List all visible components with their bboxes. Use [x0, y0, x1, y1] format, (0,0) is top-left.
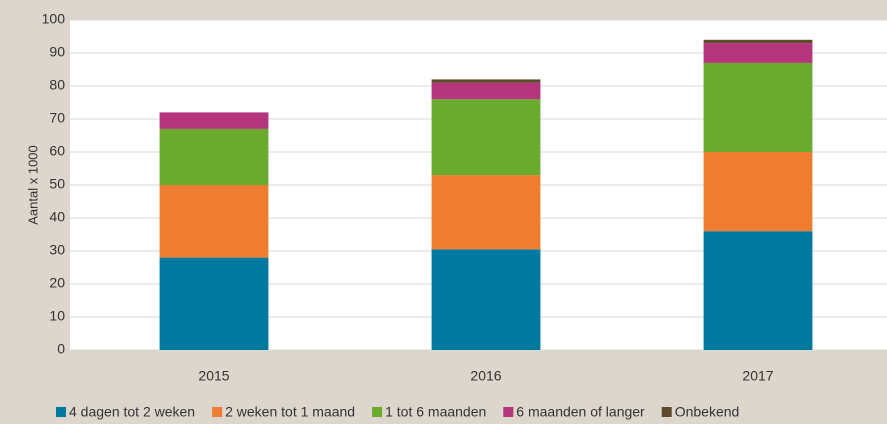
bar-segment [703, 231, 813, 350]
legend-swatch [372, 407, 383, 417]
x-tick-label: 2015 [198, 368, 229, 384]
y-tick-label: 10 [49, 308, 65, 324]
legend-label: 1 tot 6 maanden [385, 404, 486, 420]
y-tick-label: 50 [49, 176, 65, 192]
bar-segment [159, 185, 269, 258]
x-tick-label: 2017 [742, 368, 773, 384]
bar-segment [431, 79, 541, 83]
legend-swatch [212, 407, 223, 417]
bar-segment [431, 249, 541, 350]
legend-label: Onbekend [675, 404, 740, 420]
bar-segment [703, 39, 813, 44]
y-tick-label: 20 [49, 275, 65, 291]
y-tick-label: 80 [49, 77, 65, 93]
bar-segment [703, 62, 813, 152]
y-tick-label: 90 [49, 44, 65, 60]
y-tick-label: 0 [57, 341, 65, 357]
y-tick-label: 30 [49, 242, 65, 258]
y-tick-label: 70 [49, 110, 65, 126]
legend-swatch [661, 407, 672, 417]
legend-label: 4 dagen tot 2 weken [69, 404, 195, 420]
bar-segment [703, 152, 813, 232]
y-tick-label: 60 [49, 143, 65, 159]
bar-segment [431, 99, 541, 176]
bar-segment [159, 112, 269, 129]
legend-swatch [503, 407, 514, 417]
bar-segment [431, 82, 541, 100]
legend-swatch [56, 407, 66, 417]
bar-segment [703, 43, 813, 63]
legend-label: 2 weken tot 1 maand [225, 404, 355, 420]
y-axis-label: Aantal x 1000 [25, 145, 40, 225]
y-tick-label: 40 [49, 209, 65, 225]
bar-segment [159, 257, 269, 350]
bar-segment [159, 128, 269, 185]
legend-label: 6 maanden of langer [516, 404, 645, 420]
x-tick-label: 2016 [470, 368, 501, 384]
bar-segment [431, 175, 541, 250]
y-tick-label: 100 [42, 11, 66, 27]
